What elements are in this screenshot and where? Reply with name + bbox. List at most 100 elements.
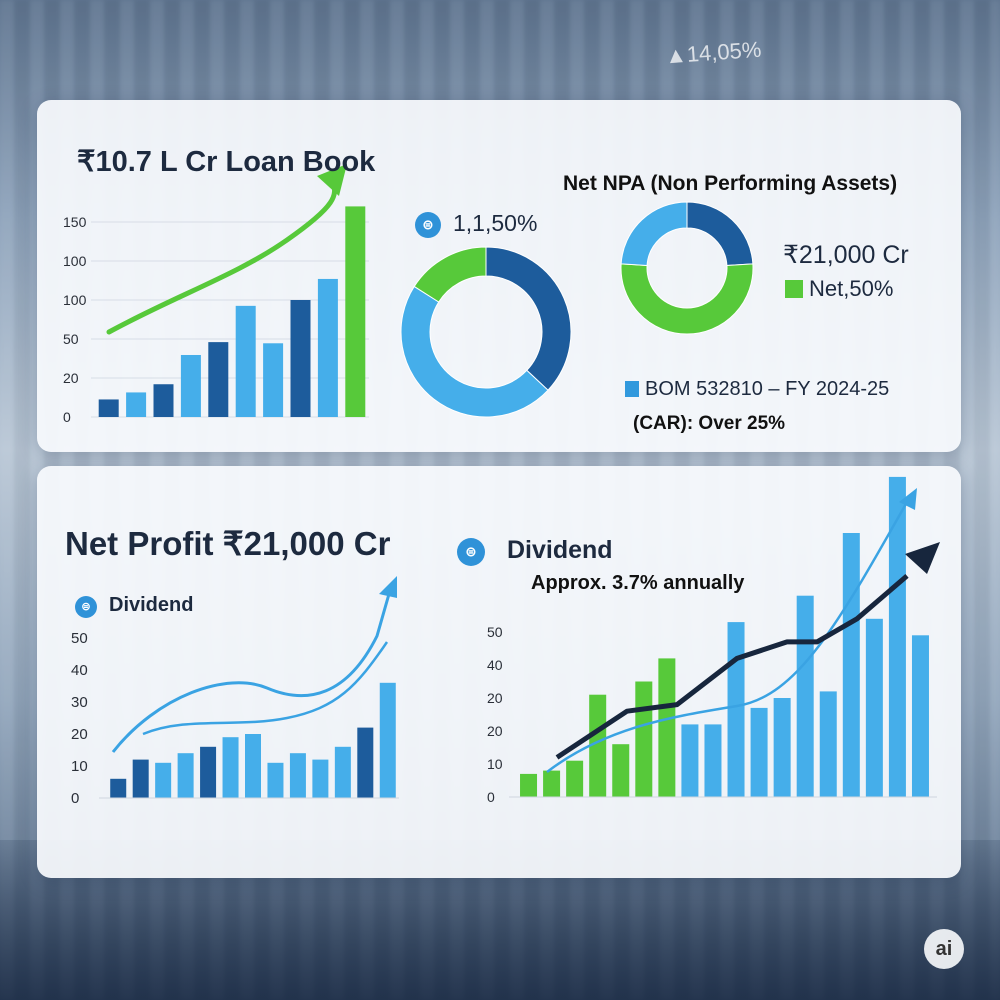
bar — [727, 622, 745, 797]
y-tick-label: 40 — [71, 662, 88, 679]
npa-legend-bom-label: BOM 532810 – FY 2024-25 — [645, 378, 890, 400]
net-profit-title: Net Profit ₹21,000 Cr — [65, 525, 391, 562]
loan-book-chart: 0 20 50 100 100 150 — [63, 164, 369, 425]
trend-line — [111, 593, 391, 753]
pie-slice — [686, 201, 754, 267]
bar — [289, 753, 306, 798]
y-tick-label: 20 — [487, 723, 503, 739]
npa-legend-net: Net,50% — [785, 276, 893, 302]
bar — [750, 707, 768, 797]
y-tick-label: 20 — [63, 370, 79, 386]
bar — [357, 727, 374, 798]
npa-legend-bom: BOM 532810 – FY 2024-25 — [625, 378, 889, 401]
bar — [865, 618, 883, 797]
y-tick-label: 20 — [71, 726, 88, 743]
pie-slice — [620, 263, 754, 335]
net-profit-legend-label: Dividend — [109, 594, 194, 616]
bar — [245, 734, 261, 798]
bar — [566, 760, 584, 797]
bar — [98, 399, 119, 417]
trend-line-secondary — [546, 501, 909, 773]
bar — [222, 737, 239, 798]
bar — [589, 694, 607, 797]
pie-slice — [485, 246, 572, 391]
bar — [180, 354, 201, 417]
bar — [263, 343, 284, 417]
dividend-subtitle: Approx. 3.7% annually — [531, 572, 745, 594]
bar — [235, 305, 256, 417]
npa-note: (CAR): Over 25% — [633, 413, 786, 434]
y-tick-label: 10 — [487, 756, 503, 772]
bar — [177, 753, 194, 798]
pie-slice — [620, 201, 688, 267]
bar — [635, 681, 653, 797]
pie-slice — [413, 246, 487, 303]
bar — [842, 533, 860, 797]
bar — [819, 691, 837, 797]
top-panel: 0 20 50 100 100 150 ₹10.7 L Cr Loan Book ⊜ 1,… — [37, 100, 961, 452]
trend-line — [555, 574, 909, 760]
bar — [312, 759, 329, 798]
coin-badge-icon: ⊜ — [457, 538, 485, 566]
bar — [317, 278, 338, 417]
net-profit-chart: 0 10 20 30 40 50 — [71, 576, 399, 807]
y-tick-label: 0 — [63, 409, 71, 425]
up-arrow-icon — [317, 164, 347, 196]
bar — [267, 762, 284, 798]
npa-amount: ₹21,000 Cr — [783, 241, 909, 269]
bar — [153, 384, 174, 417]
bar — [345, 206, 366, 417]
y-tick-label: 50 — [71, 630, 88, 647]
bar — [911, 635, 929, 797]
npa-legend-net-label: Net,50% — [809, 276, 894, 301]
donut-left-label: 1,1,50% — [453, 210, 538, 236]
pie-slice — [400, 285, 549, 418]
bottom-panel: 0 10 20 30 40 50 Net Profit ₹21,000 Cr ⊜ Divi… — [37, 466, 961, 878]
bar — [379, 682, 396, 798]
legend-swatch-blue — [625, 381, 639, 397]
dividend-title: Dividend — [507, 536, 613, 564]
bar — [132, 759, 149, 798]
y-tick-label: 100 — [63, 253, 87, 269]
y-tick-label: 40 — [487, 657, 503, 673]
bar — [704, 724, 722, 797]
npa-donut-chart — [620, 201, 754, 335]
legend-swatch-green — [785, 280, 803, 298]
up-arrow-icon — [899, 488, 917, 510]
dividend-chart: 0 10 20 20 40 50 — [487, 476, 940, 805]
donut-left-chart — [400, 246, 572, 418]
y-tick-label: 50 — [63, 331, 79, 347]
bar — [888, 476, 906, 797]
y-tick-label: 20 — [487, 690, 503, 706]
y-tick-label: 100 — [63, 292, 87, 308]
trend-line — [106, 179, 338, 335]
ai-logo-badge: ai — [924, 929, 964, 969]
bar — [334, 746, 351, 798]
y-tick-label: 0 — [71, 790, 79, 807]
bar — [520, 773, 538, 797]
up-arrow-icon — [905, 542, 940, 574]
bar — [155, 762, 172, 798]
bar — [126, 392, 147, 417]
bar — [208, 342, 229, 417]
bar — [796, 595, 814, 797]
bar — [658, 658, 676, 797]
bar — [612, 744, 630, 797]
y-tick-label: 10 — [71, 758, 88, 775]
loan-book-title: ₹10.7 L Cr Loan Book — [77, 146, 376, 178]
bar — [773, 698, 791, 797]
npa-title: Net NPA (Non Performing Assets) — [563, 172, 898, 195]
y-tick-label: 150 — [63, 214, 87, 230]
coin-badge-icon: ⊜ — [415, 212, 441, 238]
bar — [543, 770, 561, 797]
y-tick-label: 0 — [487, 789, 495, 805]
bar — [110, 778, 127, 798]
bar — [200, 746, 217, 798]
trend-line-secondary — [142, 641, 389, 736]
y-tick-label: 50 — [487, 624, 503, 640]
y-tick-label: 30 — [71, 694, 88, 711]
bar — [681, 724, 699, 797]
bar — [290, 300, 311, 417]
coin-badge-icon: ⊜ — [75, 596, 97, 618]
up-arrow-icon — [379, 576, 397, 598]
